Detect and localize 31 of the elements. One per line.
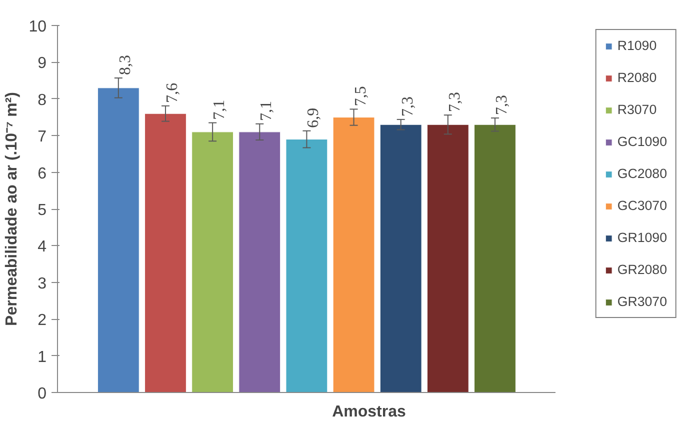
- legend-label: GR3070: [617, 294, 667, 309]
- y-tick-label: 8: [38, 92, 47, 109]
- data-label: 6,9: [305, 108, 322, 128]
- y-tick-label: 10: [28, 18, 47, 36]
- x-axis-title: Amostras: [332, 404, 406, 420]
- legend-label: R1090: [617, 38, 657, 53]
- y-tick-label: 4: [38, 238, 47, 256]
- legend-label: GR1090: [617, 230, 667, 245]
- data-label: 7,5: [352, 86, 370, 106]
- y-tick-label: 6: [38, 165, 47, 182]
- legend-label: GR2080: [617, 262, 667, 277]
- data-label: 7,6: [164, 82, 181, 103]
- y-tick-label: 2: [38, 312, 47, 330]
- data-label: 7,3: [493, 94, 510, 115]
- y-axis-title: Permeabilidade ao ar (.10⁻⁷ m²): [4, 92, 21, 326]
- legend-label: GC3070: [617, 198, 667, 213]
- legend-label: GC2080: [617, 166, 667, 181]
- legend-label: R3070: [617, 102, 657, 117]
- y-tick-label: 9: [38, 55, 47, 72]
- y-tick-label: 3: [38, 275, 47, 292]
- data-label: 8,3: [116, 54, 134, 75]
- data-label: 7,1: [211, 100, 228, 120]
- y-tick-label: 5: [38, 202, 47, 219]
- y-tick-label: 1: [38, 348, 47, 366]
- data-label: 7,3: [446, 92, 464, 112]
- legend-label: R2080: [617, 70, 657, 85]
- data-label: 7,3: [399, 96, 416, 116]
- legend-label: GC1090: [617, 134, 667, 149]
- data-label: 7,1: [258, 100, 276, 121]
- y-tick-label: 7: [38, 128, 47, 146]
- y-tick-label: 0: [38, 386, 47, 402]
